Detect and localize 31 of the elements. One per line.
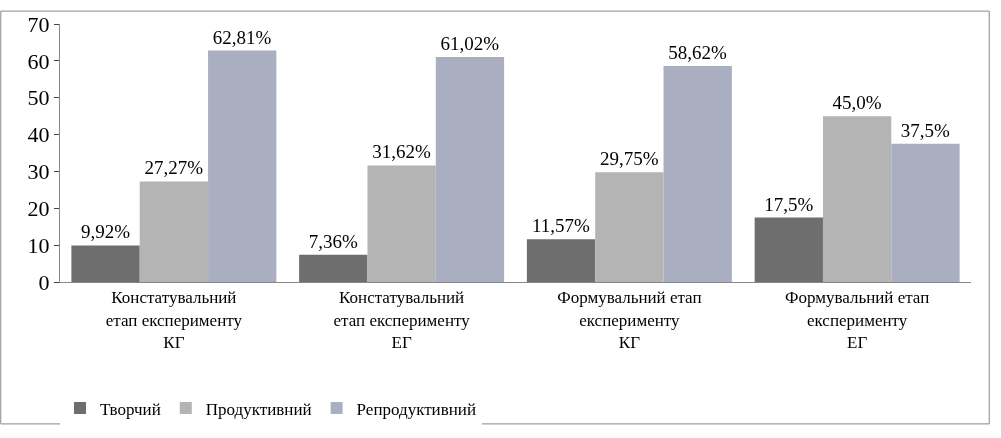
y-tick-label: 20 — [27, 195, 50, 221]
data-label: 58,62% — [668, 41, 728, 63]
bar — [71, 245, 140, 282]
legend-label: Репродуктивний — [356, 399, 477, 419]
data-label: 29,75% — [600, 148, 659, 170]
x-tick-label: Констатувальний етап експерименту КГ — [105, 288, 243, 352]
bar — [754, 217, 823, 282]
data-label: 37,5% — [900, 119, 951, 141]
data-label: 62,81% — [212, 26, 272, 48]
data-label: 9,92% — [80, 221, 131, 243]
data-label: 31,62% — [372, 141, 431, 163]
x-tick-label: Констатувальний етап експерименту ЕГ — [333, 288, 471, 352]
data-label: 61,02% — [440, 33, 500, 55]
y-tick-label: 40 — [27, 122, 50, 148]
data-label: 45,0% — [832, 92, 882, 114]
bar — [299, 254, 368, 282]
y-tick-label: 0 — [38, 269, 50, 295]
data-label: 7,36% — [308, 230, 358, 252]
y-tick-label: 10 — [27, 232, 50, 258]
y-tick-label: 70 — [27, 11, 50, 37]
y-tick-label: 50 — [27, 85, 50, 111]
data-label: 11,57% — [532, 215, 591, 237]
legend-label: Творчий — [100, 399, 161, 419]
bar — [526, 239, 596, 282]
data-label: 27,27% — [144, 157, 204, 179]
y-tick-label: 60 — [27, 48, 50, 74]
x-tick-label: Формувальний етап експерименту КГ — [557, 288, 702, 352]
x-tick-label: Формувальний етап експерименту ЕГ — [784, 288, 930, 352]
legend-label: Продуктивний — [205, 399, 312, 419]
data-label: 17,5% — [764, 193, 814, 215]
y-tick-label: 30 — [27, 159, 50, 185]
